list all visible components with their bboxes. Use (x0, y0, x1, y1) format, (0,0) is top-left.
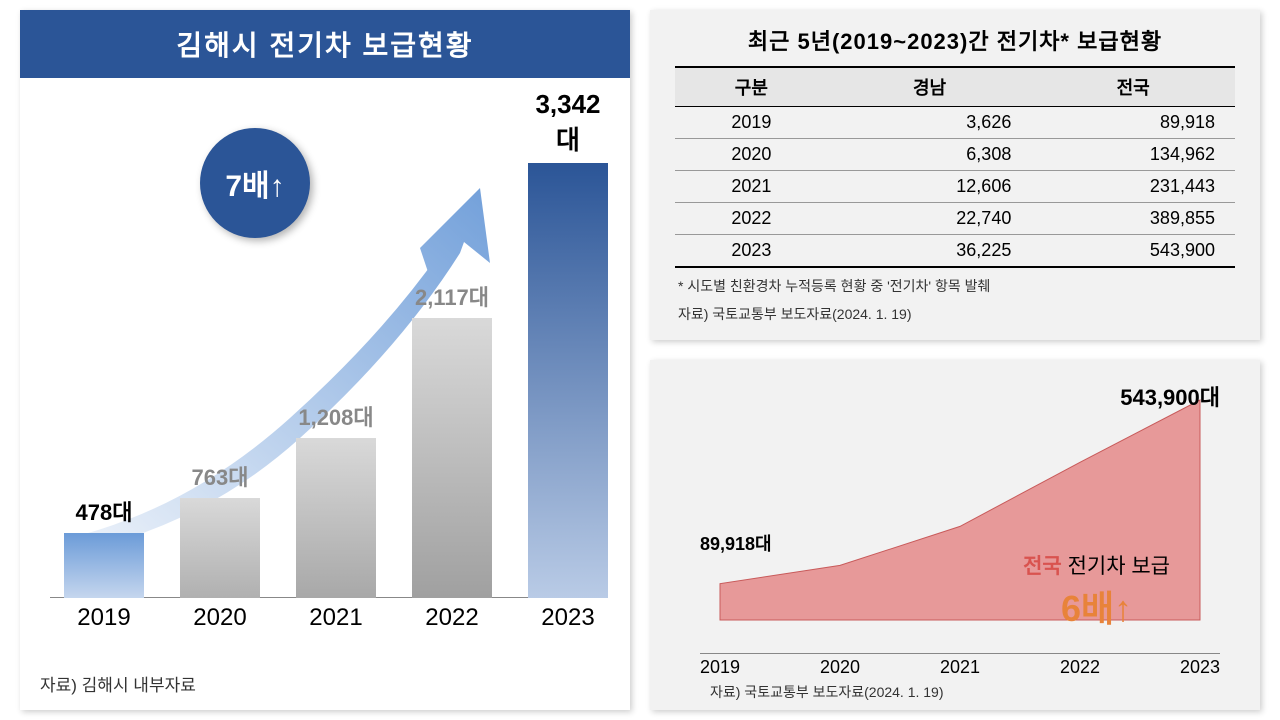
area-year-label: 2022 (1060, 657, 1100, 678)
bar-fill (180, 498, 260, 598)
area-chart-panel: 89,918대 543,900대 전국 전기차 보급 6배↑ 자료) 국토교통부… (650, 360, 1260, 710)
table-cell: 231,443 (1031, 171, 1235, 203)
multiplier-badge: 7배↑ (200, 128, 310, 238)
bar-value-label: 763대 (180, 460, 260, 492)
bar-fill (412, 318, 492, 598)
table-cell: 22,740 (828, 203, 1032, 235)
table-cell: 2019 (675, 107, 828, 139)
table-cell: 12,606 (828, 171, 1032, 203)
ev-table: 구분 경남 전국 20193,62689,91820206,308134,962… (675, 66, 1235, 268)
table-cell: 2021 (675, 171, 828, 203)
table-title: 최근 5년(2019~2023)간 전기차* 보급현황 (650, 10, 1260, 66)
table-cell: 543,900 (1031, 235, 1235, 268)
bar-2023: 3,342대 (528, 89, 608, 598)
area-start-label: 89,918대 (700, 530, 772, 556)
area-year-label: 2019 (700, 657, 740, 678)
table-panel: 최근 5년(2019~2023)간 전기차* 보급현황 구분 경남 전국 201… (650, 10, 1260, 340)
table-cell: 3,626 (828, 107, 1032, 139)
table-cell: 2020 (675, 139, 828, 171)
bar-fill (296, 438, 376, 598)
bar-2022: 2,117대 (412, 280, 492, 598)
area-line1-rest: 전기차 보급 (1068, 555, 1170, 578)
area-source-note: 자료) 국토교통부 보도자료(2024. 1. 19) (710, 682, 944, 702)
table-source: 자료) 국토교통부 보도자료(2024. 1. 19) (678, 304, 1232, 324)
bar-fill (64, 533, 144, 598)
table-row: 202222,740389,855 (675, 203, 1235, 235)
table-body: 20193,62689,91820206,308134,962202112,60… (675, 107, 1235, 268)
bar-year-label: 2021 (296, 604, 376, 632)
table-cell: 2022 (675, 203, 828, 235)
area-multiplier: 6배↑ (1023, 580, 1170, 632)
table-cell: 89,918 (1031, 107, 1235, 139)
bar-value-label: 1,208대 (296, 400, 376, 432)
table-cell: 134,962 (1031, 139, 1235, 171)
left-panel: 김해시 전기차 보급현황 7배↑ 478대 2019 763대 2020 1,208대 2… (20, 10, 630, 710)
bar-year-label: 2022 (412, 604, 492, 632)
table-footnote: * 시도별 친환경차 누적등록 현황 중 '전기차' 항목 발췌 (678, 276, 1232, 296)
col-gyeongnam: 경남 (828, 67, 1032, 107)
col-national: 전국 (1031, 67, 1235, 107)
table-row: 202112,606231,443 (675, 171, 1235, 203)
area-year-label: 2023 (1180, 657, 1220, 678)
bar-year-label: 2023 (528, 604, 608, 632)
area-center-text: 전국 전기차 보급 6배↑ (1023, 550, 1170, 632)
bar-value-label: 3,342대 (528, 89, 608, 157)
table-row: 20206,308134,962 (675, 139, 1235, 171)
table-row: 202336,225543,900 (675, 235, 1235, 268)
bar-chart-area: 7배↑ 478대 2019 763대 2020 1,208대 2021 2,117대 2022… (20, 78, 630, 638)
table-cell: 389,855 (1031, 203, 1235, 235)
bar-value-label: 2,117대 (412, 280, 492, 312)
bar-2020: 763대 (180, 460, 260, 598)
area-year-label: 2021 (940, 657, 980, 678)
left-chart-title: 김해시 전기차 보급현황 (20, 10, 630, 78)
bar-fill (528, 163, 608, 598)
area-x-axis (700, 653, 1220, 654)
bar-value-label: 478대 (64, 495, 144, 527)
table-cell: 6,308 (828, 139, 1032, 171)
table-header-row: 구분 경남 전국 (675, 67, 1235, 107)
bar-2019: 478대 (64, 495, 144, 598)
left-source-note: 자료) 김해시 내부자료 (40, 671, 196, 696)
table-cell: 36,225 (828, 235, 1032, 268)
bar-2021: 1,208대 (296, 400, 376, 598)
col-category: 구분 (675, 67, 828, 107)
area-highlight-word: 전국 (1023, 555, 1062, 578)
bar-year-label: 2019 (64, 604, 144, 632)
area-end-label: 543,900대 (1120, 380, 1220, 412)
table-row: 20193,62689,918 (675, 107, 1235, 139)
table-cell: 2023 (675, 235, 828, 268)
bar-year-label: 2020 (180, 604, 260, 632)
area-year-label: 2020 (820, 657, 860, 678)
